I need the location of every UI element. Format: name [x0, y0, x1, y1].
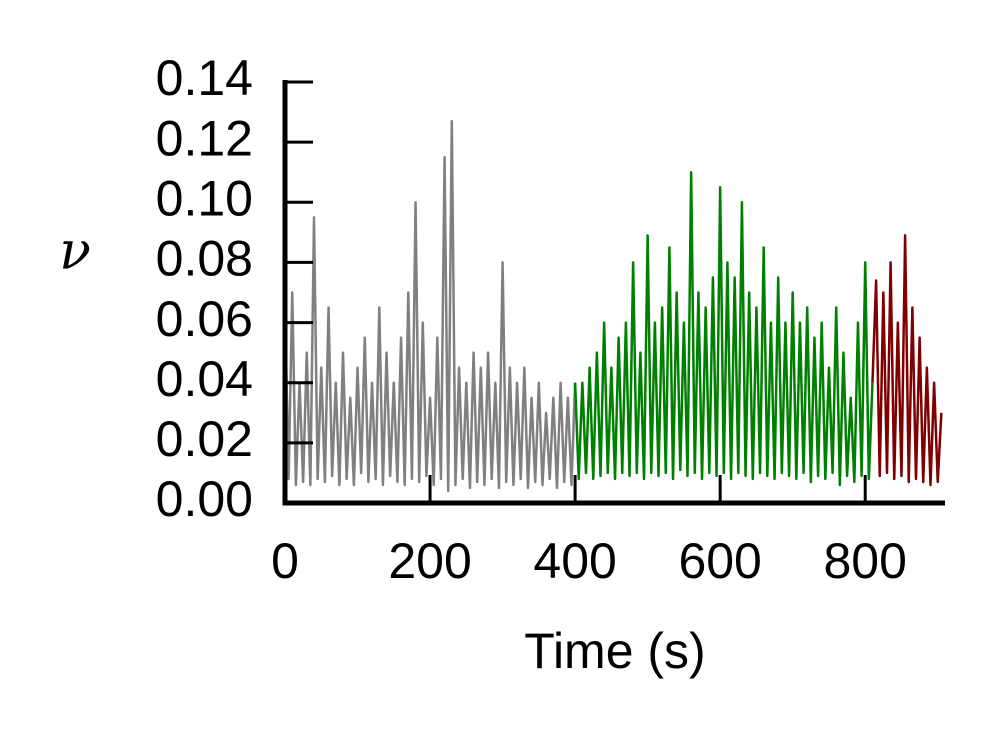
data-line [871, 234, 943, 487]
x-axis-label: Time (s) [524, 623, 705, 679]
x-tick-label: 600 [678, 533, 761, 589]
data-line [283, 119, 577, 493]
x-tick-label: 800 [824, 533, 907, 589]
y-tick-label: 0.00 [156, 471, 253, 527]
y-tick-label: 0.10 [156, 170, 253, 226]
x-tick-label: 400 [533, 533, 616, 589]
y-tick-label: 0.06 [156, 291, 253, 347]
y-tick-label: 0.12 [156, 110, 253, 166]
y-axis-label: ν [59, 222, 91, 282]
x-tick-label: 200 [388, 533, 471, 589]
y-tick-label: 0.08 [156, 231, 253, 287]
y-tick-label: 0.02 [156, 411, 253, 467]
data-line [573, 170, 874, 487]
y-tick-label: 0.14 [156, 50, 253, 106]
y-tick-label: 0.04 [156, 351, 253, 407]
x-tick-label: 0 [271, 533, 299, 589]
